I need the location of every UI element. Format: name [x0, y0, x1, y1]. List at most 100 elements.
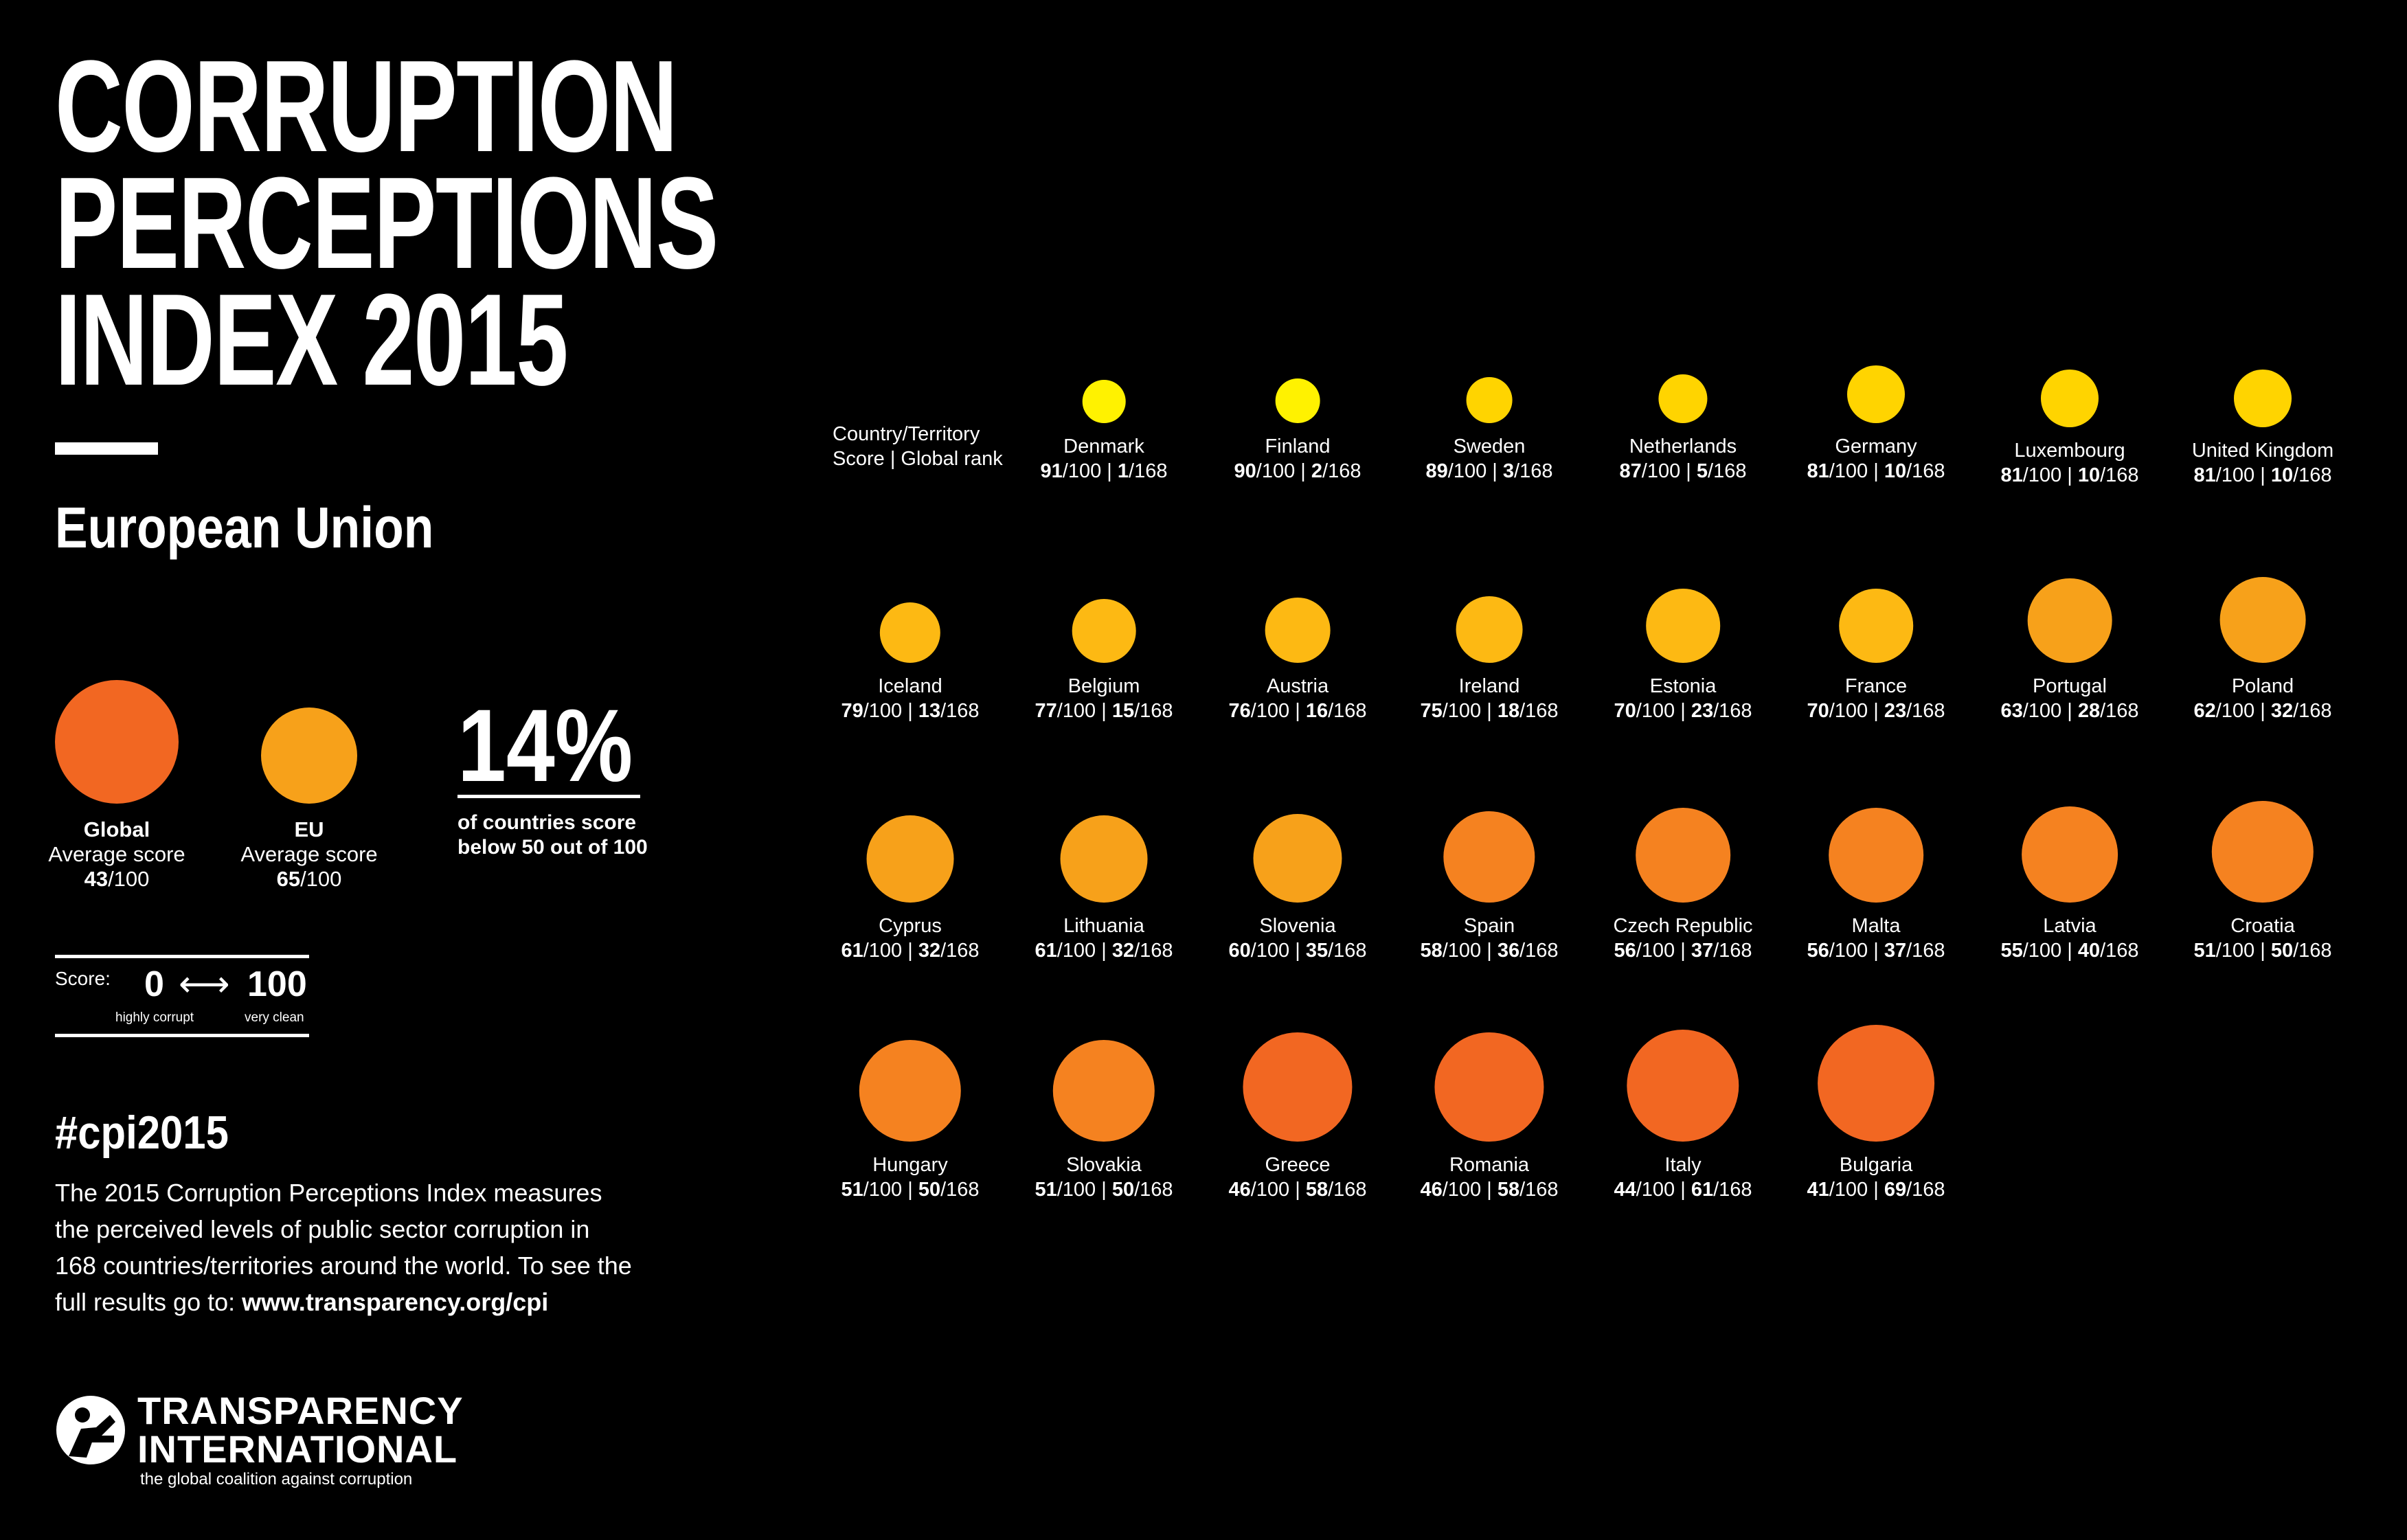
description-line: 168 countries/territories around the wor… [55, 1252, 632, 1280]
country-score-rank: 56/100 | 37/168 [1780, 938, 1972, 963]
legend-max: 100 [247, 964, 307, 1004]
country-rank: 37 [1691, 940, 1714, 962]
country-score-rank: 81/100 | 10/168 [2167, 463, 2359, 488]
hashtag: #cpi2015 [55, 1107, 229, 1159]
logo-text: TRANSPARENCY [137, 1389, 464, 1432]
country-cell: Estonia 70/100 | 23/168 [1587, 589, 1779, 723]
score-circle [2211, 800, 2314, 903]
score-circle [1434, 1032, 1544, 1142]
country-score: 51 [2193, 940, 2216, 962]
rank-total: /168 [1134, 1179, 1173, 1201]
stat-value: 14% [457, 688, 633, 803]
country-score: 81 [2000, 464, 2023, 486]
country-rank: 50 [918, 1179, 941, 1201]
score-circle [1466, 377, 1513, 423]
score-max: /100 | [2022, 464, 2078, 486]
country-score: 79 [841, 700, 863, 722]
title-divider [55, 442, 158, 455]
rank-total: /168 [1134, 700, 1173, 722]
score-circle [1082, 380, 1126, 423]
country-cell: Bulgaria 41/100 | 69/168 [1780, 1025, 1972, 1202]
country-name: Sweden [1453, 435, 1526, 457]
country-score-rank: 51/100 | 50/168 [814, 1177, 1006, 1202]
rank-total: /168 [1906, 700, 1945, 722]
score-max: /100 | [1442, 1179, 1498, 1201]
score-circle [2219, 577, 2306, 663]
score-circle [2027, 578, 2112, 663]
rank-total: /168 [1713, 940, 1752, 962]
legend-min: 0 [144, 964, 164, 1004]
rank-total: /168 [1519, 700, 1559, 722]
rank-total: /168 [1906, 460, 1945, 482]
country-score-rank: 89/100 | 3/168 [1393, 459, 1585, 484]
country-score-rank: 51/100 | 50/168 [1008, 1177, 1200, 1202]
country-score-rank: 61/100 | 32/168 [1008, 938, 1200, 963]
score-circle [1072, 599, 1136, 663]
country-cell: United Kingdom 81/100 | 10/168 [2167, 369, 2359, 488]
score-max: /100 | [1641, 460, 1697, 482]
country-rank: 50 [2270, 940, 2294, 962]
country-score: 44 [1614, 1179, 1636, 1201]
country-score: 70 [1614, 700, 1636, 722]
score-max: /100 | [2215, 940, 2271, 962]
country-score: 55 [2000, 940, 2023, 962]
country-score: 51 [841, 1179, 863, 1201]
global-label: Global [83, 817, 150, 841]
score-max: /100 | [1829, 940, 1884, 962]
country-name: Hungary [872, 1154, 948, 1176]
country-rank: 23 [1691, 700, 1714, 722]
score-max: /100 | [2215, 700, 2271, 722]
country-score: 87 [1619, 460, 1642, 482]
score-max: /100 | [863, 700, 918, 722]
country-name: Latvia [2043, 915, 2097, 937]
country-cell: Slovakia 51/100 | 50/168 [1008, 1039, 1200, 1202]
country-rank: 40 [2077, 940, 2101, 962]
country-score-rank: 81/100 | 10/168 [1974, 463, 2166, 488]
country-name: Iceland [878, 675, 942, 697]
score-max: /100 | [1636, 700, 1691, 722]
country-score: 58 [1420, 940, 1443, 962]
country-score-rank: 90/100 | 2/168 [1201, 459, 1394, 484]
score-max: /100 | [1442, 700, 1498, 722]
score-circle [879, 602, 941, 663]
eu-max: /100 [300, 867, 342, 891]
country-rank: 58 [1497, 1179, 1520, 1201]
country-rank: 15 [1111, 700, 1135, 722]
page-title: CORRUPTION PERCEPTIONS INDEX 2015 [55, 41, 719, 405]
score-circle [1443, 811, 1535, 903]
description-line: full results go to: [55, 1288, 242, 1316]
country-cell: Poland 62/100 | 32/168 [2167, 577, 2359, 723]
rank-total: /168 [1519, 1179, 1559, 1201]
country-rank: 69 [1884, 1179, 1907, 1201]
country-cell: Portugal 63/100 | 28/168 [1974, 578, 2166, 723]
country-score-rank: 79/100 | 13/168 [814, 699, 1006, 723]
country-score-rank: 70/100 | 23/168 [1780, 699, 1972, 723]
country-name: Netherlands [1629, 435, 1737, 457]
global-average: Global Average score 43/100 [41, 680, 192, 892]
country-score: 51 [1035, 1179, 1057, 1201]
country-score-rank: 46/100 | 58/168 [1393, 1177, 1585, 1202]
rank-total: /168 [940, 940, 980, 962]
country-name: Romania [1449, 1154, 1530, 1176]
country-name: Cyprus [879, 915, 942, 937]
country-cell: Luxembourg 81/100 | 10/168 [1974, 369, 2166, 488]
eu-score: 65 [276, 867, 301, 891]
rank-total: /168 [1519, 940, 1559, 962]
score-max: /100 | [1250, 940, 1306, 962]
country-cell: Ireland 75/100 | 18/168 [1393, 596, 1585, 723]
country-name: Malta [1851, 915, 1901, 937]
country-cell: Latvia 55/100 | 40/168 [1974, 806, 2166, 963]
country-name: Czech Republic [1613, 915, 1753, 937]
rank-total: /168 [1328, 700, 1367, 722]
country-name: Bulgaria [1839, 1154, 1913, 1176]
score-legend: Score: 0 ⟷ 100 highly corrupt very clean [55, 955, 309, 1037]
country-name: Croatia [2230, 915, 2295, 937]
header-country: Country/Territory [833, 423, 980, 445]
cpi-link[interactable]: www.transparency.org/cpi [242, 1288, 549, 1316]
rank-total: /168 [940, 1179, 980, 1201]
country-name: Luxembourg [2014, 440, 2125, 462]
score-circle [1052, 1039, 1155, 1142]
global-average-circle [55, 680, 179, 804]
country-score-rank: 81/100 | 10/168 [1780, 459, 1972, 484]
country-score-rank: 70/100 | 23/168 [1587, 699, 1779, 723]
